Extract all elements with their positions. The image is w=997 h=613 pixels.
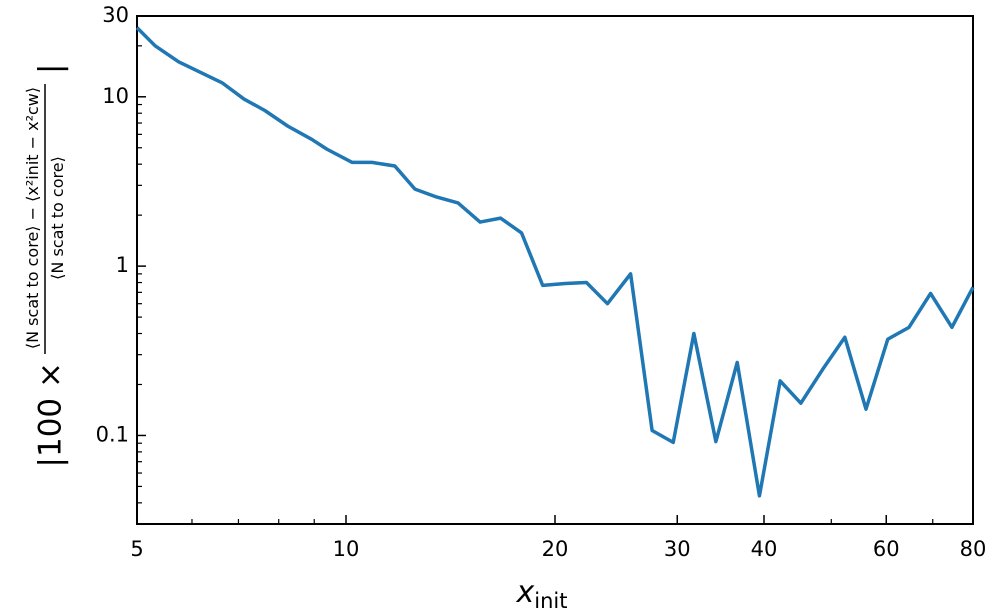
y-axis-label: |100 × ⟨N scat to core⟩ − ⟨x²init − x²cw…: [23, 64, 69, 468]
y-tick-label: 0.1: [96, 422, 129, 446]
y-tick-label: 10: [102, 84, 129, 108]
x-tick-label: 60: [873, 537, 900, 561]
plot-frame: [136, 15, 974, 525]
y-label-denominator: ⟨N scat to core⟩: [48, 156, 67, 280]
x-tick-label: 20: [542, 537, 569, 561]
x-label-base: x: [516, 575, 535, 610]
y-label-prefix: |100 ×: [33, 362, 69, 467]
x-tick-label: 5: [130, 537, 143, 561]
y-label-suffix: |: [33, 64, 69, 74]
y-tick-label: 30: [102, 3, 129, 27]
x-tick-label: 30: [664, 537, 691, 561]
x-label-sub: init: [534, 589, 567, 613]
x-axis-label: xinit: [516, 575, 568, 613]
y-tick-label: 1: [116, 253, 129, 277]
x-tick-label: 10: [333, 537, 360, 561]
x-tick-label: 80: [960, 537, 987, 561]
x-tick-label: 40: [751, 537, 778, 561]
y-label-numerator: ⟨N scat to core⟩ − ⟨x²init − x²cw⟩: [23, 87, 42, 349]
data-line: [135, 26, 975, 498]
